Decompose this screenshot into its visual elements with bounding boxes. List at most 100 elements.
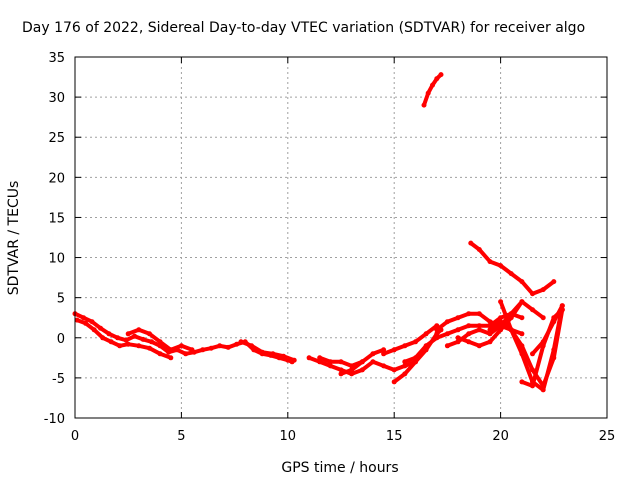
x-axis-label: GPS time / hours <box>281 460 398 476</box>
data-point <box>466 323 472 329</box>
data-point <box>168 355 174 361</box>
data-point <box>136 327 142 333</box>
y-tick-label: 20 <box>48 171 65 186</box>
data-point <box>476 311 482 317</box>
data-point <box>338 359 344 365</box>
chart-title: Day 176 of 2022, Sidereal Day-to-day VTE… <box>22 20 585 36</box>
data-point <box>140 336 146 342</box>
y-tick-label: 10 <box>48 252 65 267</box>
series-line-arc-18 <box>468 241 556 296</box>
data-point <box>540 339 546 345</box>
series-group <box>72 72 565 393</box>
series-line-arc-17 <box>530 303 565 356</box>
y-axis-label: SDTVAR / TECUs <box>6 181 22 296</box>
data-point <box>540 287 546 293</box>
data-point <box>168 347 174 353</box>
data-point <box>434 331 440 337</box>
plot-frame <box>74 56 608 419</box>
data-point <box>551 347 557 353</box>
data-point <box>327 359 333 365</box>
data-point <box>291 357 297 363</box>
data-point <box>413 355 418 361</box>
data-point <box>91 327 97 333</box>
data-point <box>81 315 86 321</box>
data-point <box>498 299 504 305</box>
data-point <box>402 363 408 369</box>
data-point <box>466 339 472 345</box>
data-point <box>508 271 514 277</box>
data-point <box>487 327 493 333</box>
data-point <box>217 343 223 349</box>
data-point <box>108 339 114 345</box>
data-point <box>157 351 163 357</box>
data-point <box>413 359 418 365</box>
data-point <box>540 387 546 393</box>
y-tick-label: -10 <box>44 412 65 427</box>
data-point <box>117 343 123 349</box>
data-point <box>200 347 206 353</box>
data-point <box>349 367 355 373</box>
data-point <box>125 331 131 337</box>
data-point <box>508 315 514 321</box>
data-point <box>498 263 504 269</box>
data-point <box>317 359 323 365</box>
data-point <box>183 351 189 357</box>
data-point <box>519 351 525 357</box>
data-point <box>468 240 474 246</box>
data-point <box>455 339 461 345</box>
data-point <box>234 341 240 347</box>
data-point <box>349 371 355 377</box>
data-point <box>455 315 461 321</box>
data-point <box>423 331 429 337</box>
x-tick-label: 10 <box>280 429 297 444</box>
data-point <box>434 335 440 341</box>
data-point <box>455 335 461 341</box>
data-point <box>438 72 444 78</box>
y-tick-label: 15 <box>48 211 65 226</box>
data-point <box>508 327 514 333</box>
data-point <box>381 351 387 357</box>
y-tick-label: -5 <box>52 372 65 387</box>
data-point <box>476 323 482 329</box>
data-point <box>132 333 138 339</box>
x-tick-label: 20 <box>492 429 509 444</box>
data-point <box>551 319 557 325</box>
x-tick-label: 5 <box>177 429 185 444</box>
data-point <box>74 317 80 323</box>
data-point <box>530 383 535 389</box>
data-point <box>434 327 440 333</box>
series-line-arc-4 <box>239 339 297 363</box>
data-point <box>519 279 525 285</box>
data-point <box>381 347 387 353</box>
data-point <box>487 339 493 345</box>
data-point <box>402 343 408 349</box>
data-point <box>487 319 493 325</box>
data-point <box>434 76 440 82</box>
data-point <box>519 331 525 337</box>
data-point <box>498 315 504 321</box>
data-point <box>208 345 214 351</box>
data-point <box>123 337 129 343</box>
data-point <box>425 90 431 96</box>
data-point <box>519 315 525 321</box>
data-point <box>540 315 546 321</box>
data-point <box>530 307 535 313</box>
data-point <box>359 367 365 373</box>
data-point <box>530 367 535 373</box>
data-point <box>106 331 112 337</box>
data-point <box>498 327 504 333</box>
data-point <box>238 339 244 345</box>
data-point <box>225 344 231 350</box>
data-point <box>530 291 535 297</box>
data-point <box>559 303 565 309</box>
data-point <box>476 327 482 333</box>
data-point <box>306 355 312 361</box>
data-point <box>530 351 535 357</box>
x-tick-label: 0 <box>71 429 79 444</box>
data-point <box>115 335 121 341</box>
data-point <box>402 359 408 365</box>
data-point <box>421 102 427 108</box>
data-point <box>270 351 276 357</box>
data-point <box>189 347 195 353</box>
